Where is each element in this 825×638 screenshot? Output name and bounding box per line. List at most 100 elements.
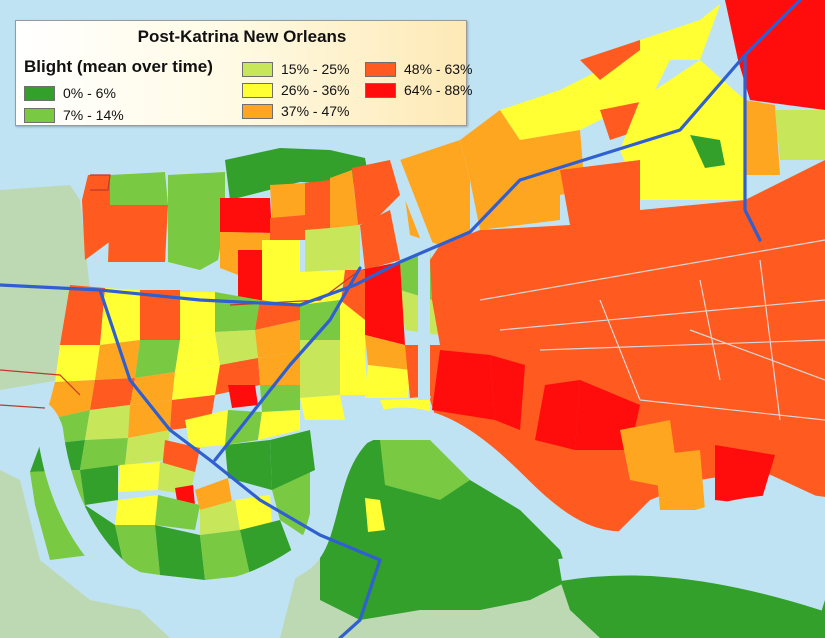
tract[interactable] xyxy=(162,440,200,472)
tract[interactable] xyxy=(130,372,175,405)
tract[interactable] xyxy=(95,340,140,380)
tract[interactable] xyxy=(110,172,168,205)
tract[interactable] xyxy=(80,438,128,470)
map-title: Post-Katrina New Orleans xyxy=(137,27,347,46)
tract[interactable] xyxy=(300,395,345,420)
tract[interactable] xyxy=(360,262,405,345)
tract[interactable] xyxy=(168,172,225,270)
legend-swatch xyxy=(24,107,55,123)
tract[interactable] xyxy=(140,290,180,340)
tract[interactable] xyxy=(195,478,232,510)
tract[interactable] xyxy=(200,500,240,535)
tract[interactable] xyxy=(365,335,410,370)
legend-swatch xyxy=(242,61,273,77)
tract[interactable] xyxy=(140,205,168,262)
park xyxy=(690,135,725,168)
tract[interactable] xyxy=(258,352,300,385)
tract[interactable] xyxy=(90,378,135,410)
tract[interactable] xyxy=(305,180,330,230)
tract[interactable] xyxy=(258,410,300,440)
tract[interactable] xyxy=(228,385,258,408)
tract[interactable] xyxy=(45,380,95,420)
tract[interactable] xyxy=(220,198,272,233)
tract[interactable] xyxy=(715,445,775,505)
tract[interactable] xyxy=(60,285,105,345)
tract[interactable] xyxy=(305,228,330,272)
tract[interactable] xyxy=(85,405,130,440)
tract[interactable] xyxy=(300,300,340,340)
legend-swatch xyxy=(24,85,55,101)
legend-item: 37% - 47% xyxy=(242,101,349,121)
tract[interactable] xyxy=(352,160,400,225)
tract[interactable] xyxy=(540,475,620,540)
tract[interactable] xyxy=(432,350,495,420)
tract[interactable] xyxy=(490,355,525,430)
tract[interactable] xyxy=(225,148,370,200)
tract[interactable] xyxy=(260,385,300,412)
tract[interactable] xyxy=(380,440,470,500)
tract[interactable] xyxy=(180,292,215,340)
tract[interactable] xyxy=(340,300,365,355)
legend-label: 15% - 25% xyxy=(281,61,350,77)
tract[interactable] xyxy=(80,465,118,505)
tract[interactable] xyxy=(175,332,220,372)
tract[interactable] xyxy=(238,250,262,300)
legend-label: 48% - 63% xyxy=(404,61,473,77)
tract[interactable] xyxy=(185,410,228,448)
map-legend: Post-Katrina New Orleans Blight (mean ov… xyxy=(15,20,472,126)
legend-label: 7% - 14% xyxy=(63,107,124,123)
tract[interactable] xyxy=(560,160,640,225)
tract[interactable] xyxy=(320,440,570,620)
tract[interactable] xyxy=(500,80,620,140)
legend-swatch xyxy=(365,61,396,77)
tract[interactable] xyxy=(115,525,160,575)
tract[interactable] xyxy=(430,160,825,540)
legend-item: 0% - 6% xyxy=(24,83,116,103)
legend-title: Blight (mean over time) xyxy=(24,57,213,76)
tract[interactable] xyxy=(655,450,705,510)
tract[interactable] xyxy=(360,210,400,270)
tract[interactable] xyxy=(155,525,205,580)
tract[interactable] xyxy=(270,215,305,240)
tract[interactable] xyxy=(125,430,170,465)
tract[interactable] xyxy=(270,430,315,490)
tract[interactable] xyxy=(330,170,358,230)
tract[interactable] xyxy=(118,462,160,492)
tract[interactable] xyxy=(200,530,250,580)
tract[interactable] xyxy=(340,350,368,395)
tract[interactable] xyxy=(300,370,340,398)
tract[interactable] xyxy=(82,175,112,260)
tract[interactable] xyxy=(270,183,305,218)
tract[interactable] xyxy=(115,495,158,525)
tract[interactable] xyxy=(745,100,780,175)
tract[interactable] xyxy=(225,440,272,490)
tract[interactable] xyxy=(560,560,825,638)
legend-item: 26% - 36% xyxy=(242,80,349,100)
tract[interactable] xyxy=(725,0,825,110)
tract[interactable] xyxy=(300,340,340,370)
tract[interactable] xyxy=(135,340,180,378)
tract[interactable] xyxy=(100,288,140,345)
tract[interactable] xyxy=(300,270,345,305)
tract[interactable] xyxy=(365,365,410,398)
tract[interactable] xyxy=(215,330,258,365)
tract[interactable] xyxy=(55,345,100,382)
tract[interactable] xyxy=(255,320,300,358)
outside-land-southwest xyxy=(0,470,170,638)
mississippi-river xyxy=(0,399,825,610)
tract[interactable] xyxy=(235,495,272,530)
tract[interactable] xyxy=(460,110,520,180)
tract[interactable] xyxy=(535,380,580,450)
legend-item: 7% - 14% xyxy=(24,105,124,125)
tract[interactable] xyxy=(365,498,385,532)
tract[interactable] xyxy=(128,400,172,438)
tract[interactable] xyxy=(172,365,220,400)
tract[interactable] xyxy=(108,205,140,262)
tract[interactable] xyxy=(470,170,560,230)
tract[interactable] xyxy=(155,495,200,530)
tract[interactable] xyxy=(262,240,300,305)
tract[interactable] xyxy=(330,225,360,270)
tract[interactable] xyxy=(775,110,825,160)
tract[interactable] xyxy=(560,50,670,110)
